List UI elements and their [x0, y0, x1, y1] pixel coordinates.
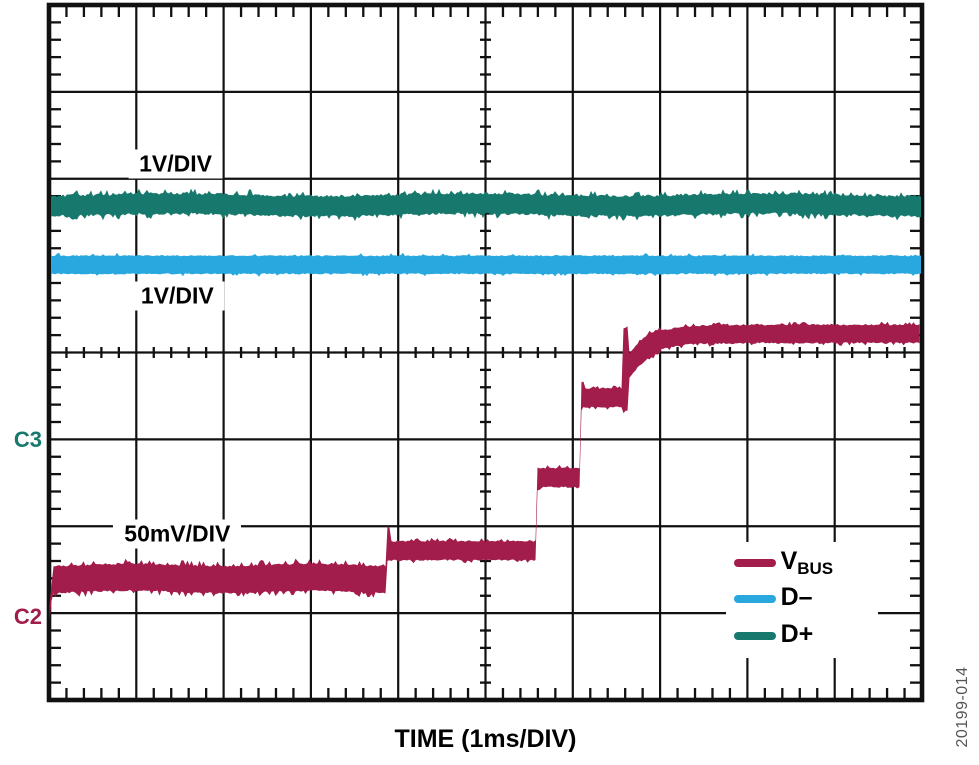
- legend-label-vbus: VBUS: [780, 546, 834, 578]
- scale-label-dplus: 1V/DIV: [128, 149, 224, 179]
- channel-marker-c3: C3: [13, 427, 42, 453]
- legend-item-vbus: VBUS: [733, 546, 878, 578]
- trace-vbus: [49, 321, 920, 621]
- legend-label-dplus: D+: [780, 619, 814, 648]
- x-axis-label: TIME (1ms/DIV): [394, 725, 577, 753]
- legend-label-dminus: D–: [780, 583, 813, 612]
- scale-label-dminus: 1V/DIV: [129, 281, 225, 311]
- legend-swatch-vbus: [733, 558, 776, 567]
- legend-item-dplus: D+: [733, 619, 878, 649]
- legend-swatch-dplus: [733, 631, 776, 640]
- trace-dminus: [51, 252, 921, 277]
- plot-border: [46, 2, 925, 703]
- trace-dplus: [51, 188, 921, 222]
- legend-item-dminus: D–: [733, 583, 878, 612]
- graticule: [49, 5, 922, 700]
- channel-marker-c2: C2: [13, 604, 42, 630]
- legend-swatch-dminus: [733, 595, 776, 604]
- scale-label-vbus: 50mV/DIV: [113, 519, 242, 549]
- figure-number: 20199-014: [954, 666, 971, 748]
- legend: VBUS D– D+: [725, 541, 878, 658]
